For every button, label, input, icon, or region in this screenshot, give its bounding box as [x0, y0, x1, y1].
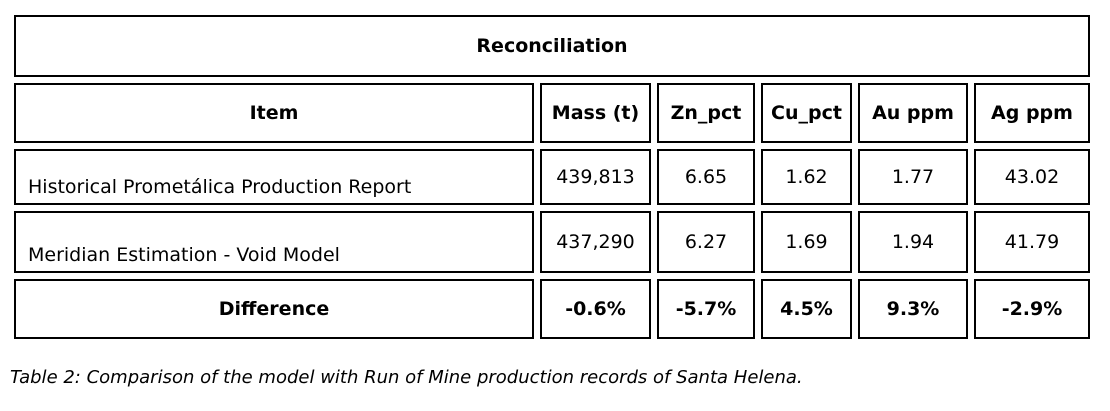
column-header-cu-pct: Cu_pct — [761, 83, 852, 143]
document-page: Reconciliation Item Mass (t) Zn_pct Cu_p… — [0, 9, 1110, 411]
row-item-label: Historical Prometálica Production Report — [14, 149, 534, 205]
row-zn-value: 6.65 — [657, 149, 755, 205]
difference-mass-value: -0.6% — [540, 279, 651, 339]
row-cu-value: 1.69 — [761, 211, 852, 273]
table-header-row: Item Mass (t) Zn_pct Cu_pct Au ppm Ag pp… — [14, 83, 1090, 143]
table-caption: Table 2: Comparison of the model with Ru… — [10, 367, 803, 388]
row-au-value: 1.77 — [858, 149, 968, 205]
table-row-historical: Historical Prometálica Production Report… — [14, 149, 1090, 205]
row-mass-value: 437,290 — [540, 211, 651, 273]
row-ag-value: 43.02 — [974, 149, 1090, 205]
column-header-zn-pct: Zn_pct — [657, 83, 755, 143]
row-ag-value: 41.79 — [974, 211, 1090, 273]
row-zn-value: 6.27 — [657, 211, 755, 273]
difference-ag-value: -2.9% — [974, 279, 1090, 339]
column-header-mass: Mass (t) — [540, 83, 651, 143]
reconciliation-table: Reconciliation Item Mass (t) Zn_pct Cu_p… — [8, 9, 1096, 345]
row-item-label: Meridian Estimation - Void Model — [14, 211, 534, 273]
difference-label: Difference — [14, 279, 534, 339]
table-row-meridian: Meridian Estimation - Void Model 437,290… — [14, 211, 1090, 273]
row-cu-value: 1.62 — [761, 149, 852, 205]
column-header-item: Item — [14, 83, 534, 143]
column-header-au-ppm: Au ppm — [858, 83, 968, 143]
row-mass-value: 439,813 — [540, 149, 651, 205]
difference-zn-value: -5.7% — [657, 279, 755, 339]
table-title: Reconciliation — [14, 15, 1090, 77]
table-title-row: Reconciliation — [14, 15, 1090, 77]
column-header-ag-ppm: Ag ppm — [974, 83, 1090, 143]
difference-au-value: 9.3% — [858, 279, 968, 339]
difference-cu-value: 4.5% — [761, 279, 852, 339]
row-au-value: 1.94 — [858, 211, 968, 273]
table-row-difference: Difference -0.6% -5.7% 4.5% 9.3% -2.9% — [14, 279, 1090, 339]
